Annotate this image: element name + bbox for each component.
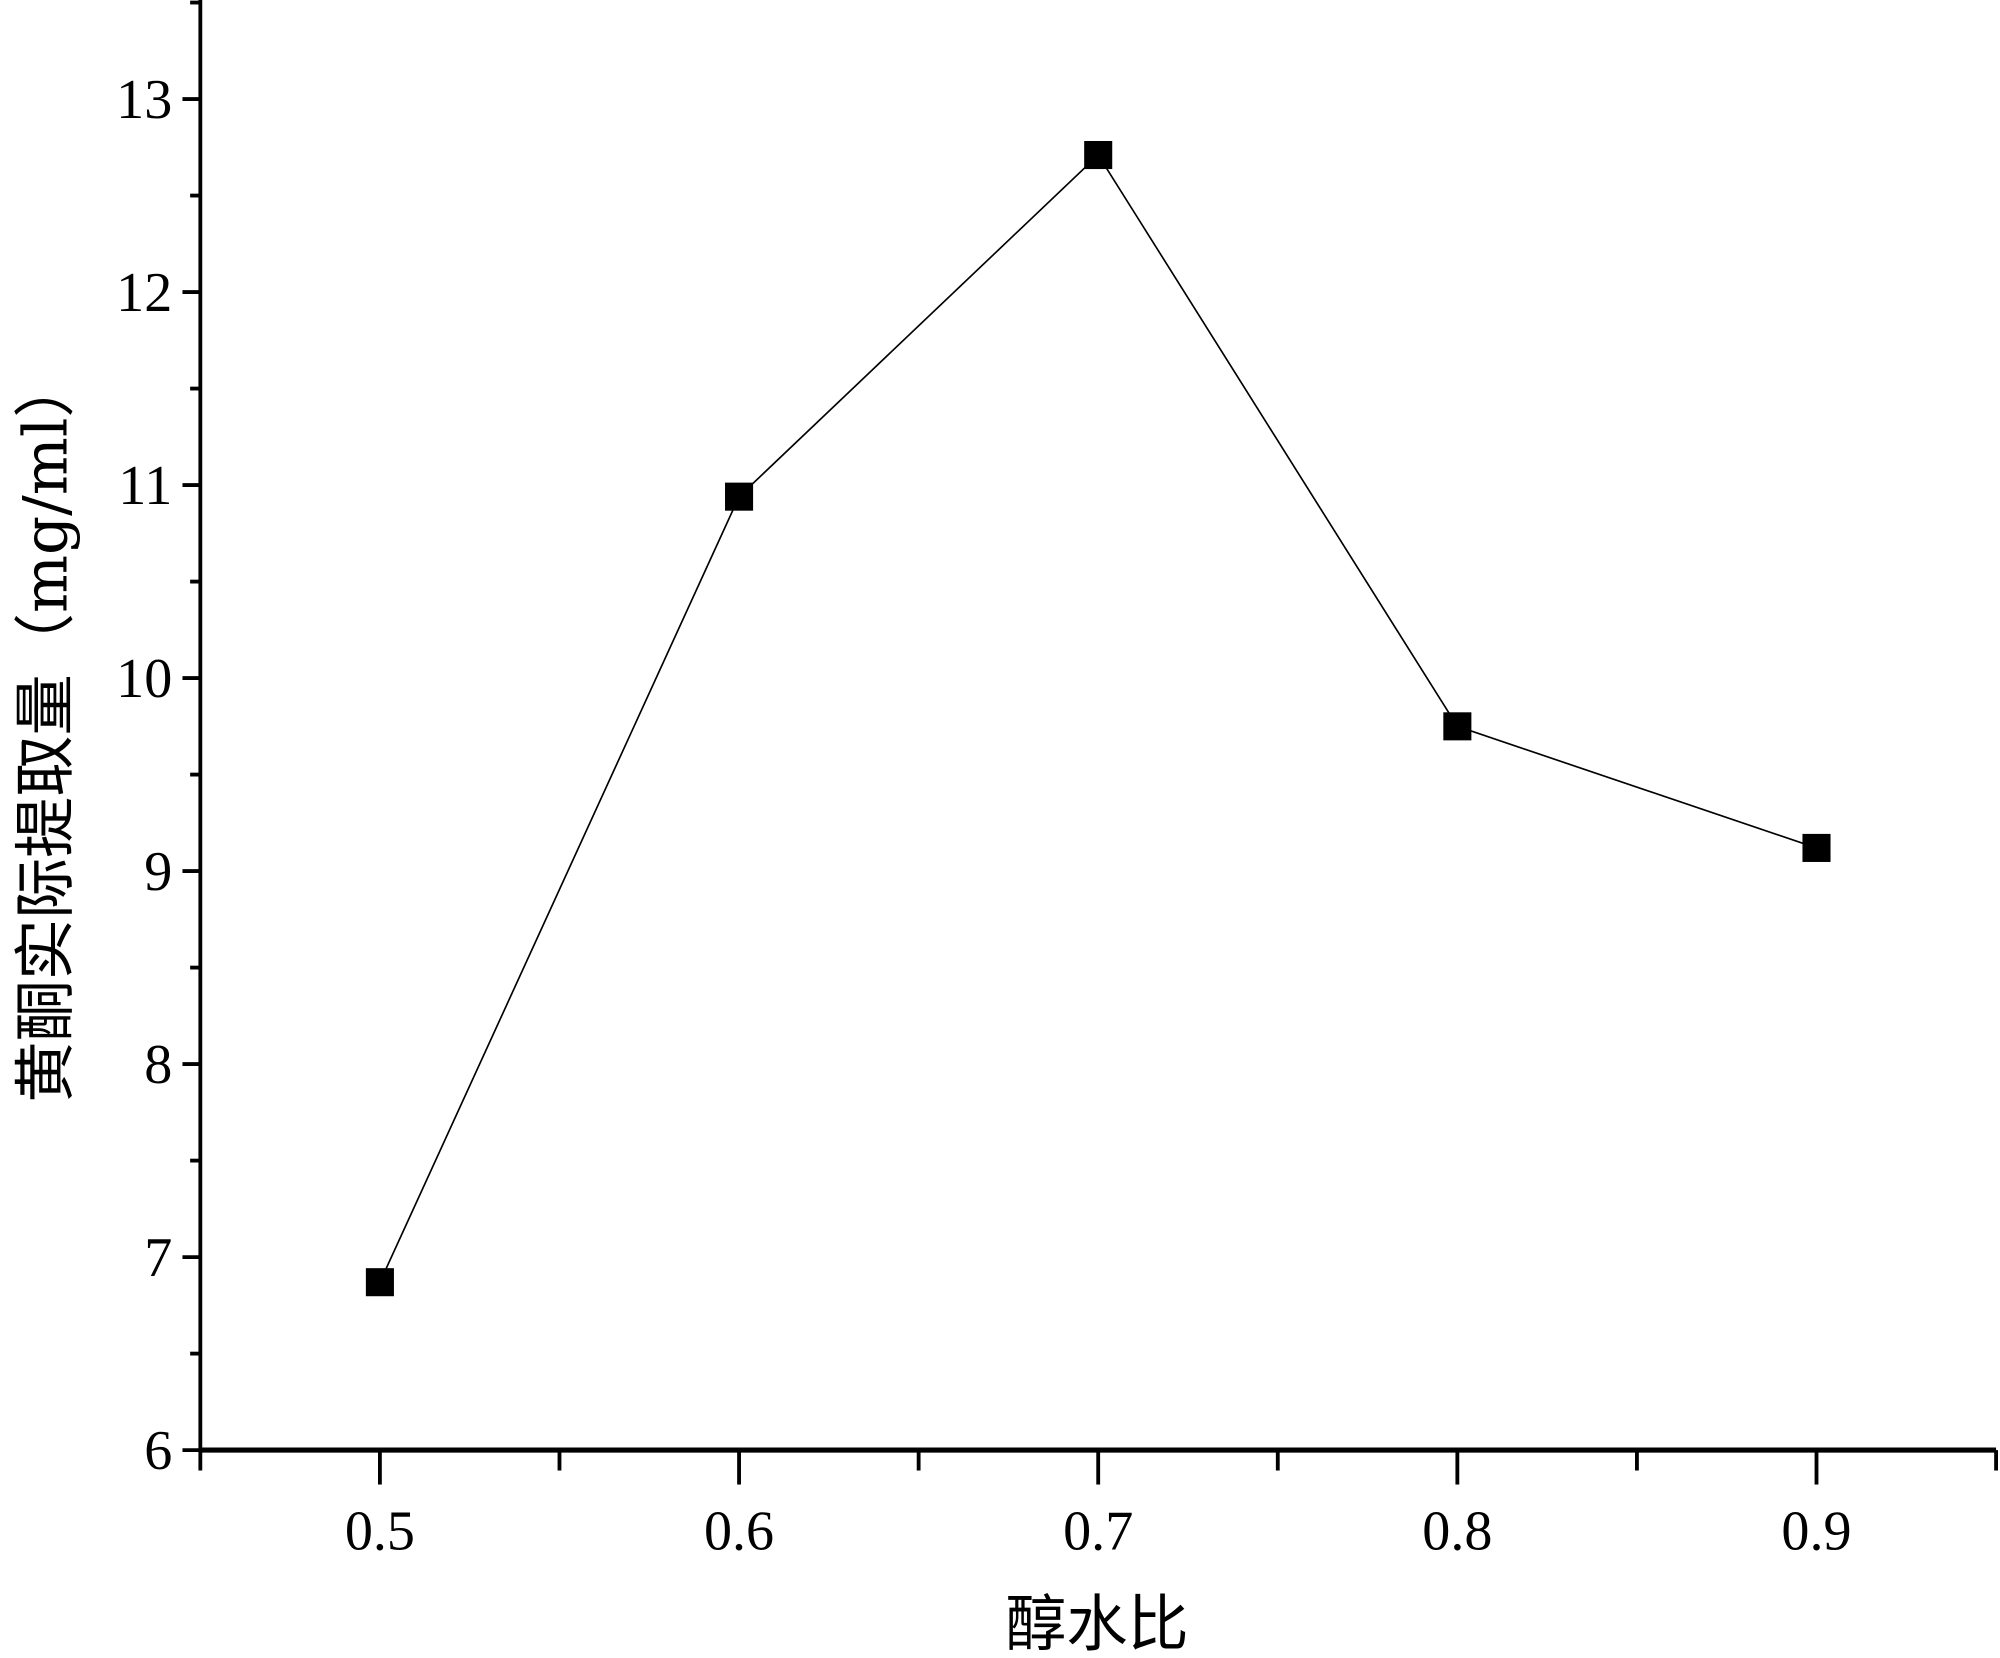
x-tick-label: 0.9 bbox=[1781, 1501, 1851, 1563]
x-axis-title: 醇水比 bbox=[1005, 1589, 1189, 1658]
y-tick-label: 10 bbox=[116, 648, 172, 710]
data-point-marker bbox=[1084, 140, 1113, 170]
y-tick-label: 12 bbox=[116, 262, 172, 324]
data-point-marker bbox=[365, 1268, 394, 1297]
y-axis-title: 黄酮实际提取量（mg/ml） bbox=[10, 356, 81, 1102]
y-tick-label: 9 bbox=[144, 841, 172, 903]
data-point-marker bbox=[725, 482, 754, 511]
y-tick-label: 7 bbox=[144, 1227, 172, 1289]
y-tick-label: 8 bbox=[144, 1034, 172, 1096]
plot-marks bbox=[365, 140, 1831, 1297]
data-point-marker bbox=[1802, 833, 1831, 862]
axes: 6 7 8 9 10 11 12 13 0.5 0.6 0.7 0.8 0.9 bbox=[116, 0, 1998, 1563]
y-tick-label: 11 bbox=[118, 455, 172, 517]
data-point-marker bbox=[1443, 712, 1472, 741]
x-tick-label: 0.8 bbox=[1422, 1501, 1492, 1563]
y-tick-label: 13 bbox=[116, 69, 172, 131]
x-tick-label: 0.6 bbox=[704, 1501, 774, 1563]
x-tick-label: 0.5 bbox=[345, 1501, 415, 1563]
series-line bbox=[379, 153, 1817, 1283]
x-tick-label: 0.7 bbox=[1063, 1501, 1133, 1563]
y-tick-label: 6 bbox=[144, 1420, 172, 1482]
